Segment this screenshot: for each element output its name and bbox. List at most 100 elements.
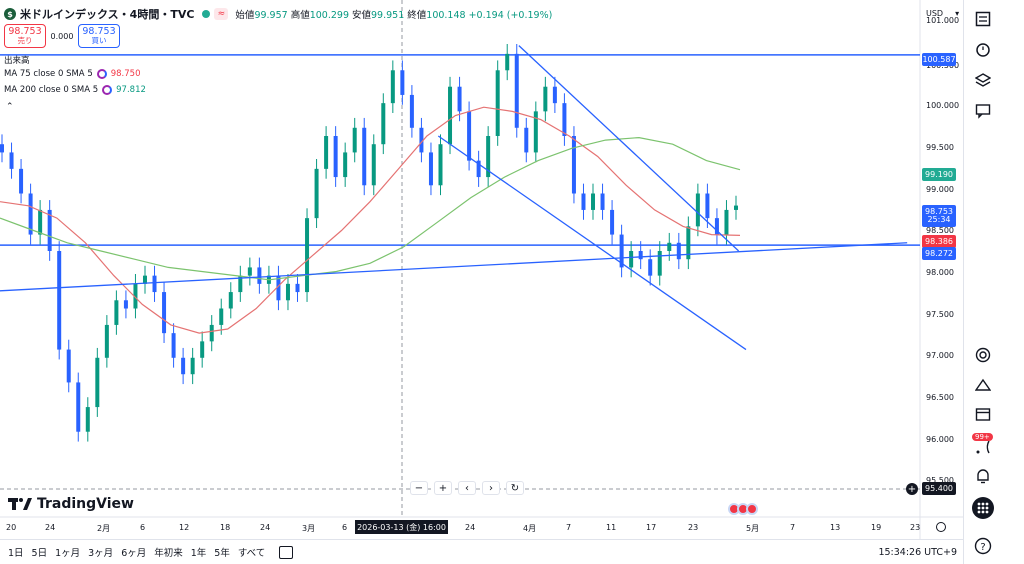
wave-icon: ≈ <box>214 8 229 20</box>
chat-icon[interactable] <box>972 100 994 122</box>
candle-body <box>657 251 662 276</box>
candle-body <box>629 251 634 268</box>
candle-body <box>228 292 233 309</box>
market-open-icon <box>202 10 211 18</box>
tradingview-logo[interactable]: TradingView <box>8 496 134 512</box>
candle-body <box>85 407 90 432</box>
price-tick-label: 96.000 <box>926 435 954 444</box>
candle-body <box>123 300 128 309</box>
trade-panel: 98.753 売り 0.000 98.753 買い <box>4 24 120 48</box>
candle-body <box>0 144 4 153</box>
reset-chart-button[interactable]: ↻ <box>506 481 524 495</box>
indicator-icon <box>96 69 107 79</box>
volume-legend[interactable]: 出来高 <box>4 54 30 66</box>
clock[interactable]: 15:34:26 UTC+9 <box>878 546 957 558</box>
calendar-icon[interactable] <box>972 403 994 425</box>
time-tick-label: 7 <box>790 523 796 532</box>
candle-body <box>114 300 119 325</box>
candle-body <box>448 86 453 145</box>
time-tick-label: 4月 <box>523 524 537 533</box>
candle-body <box>257 267 262 284</box>
collapse-legend-icon[interactable]: ⌃ <box>6 102 14 112</box>
candle-body <box>104 324 109 358</box>
time-tick-label: 12 <box>179 523 190 532</box>
candle-body <box>28 193 33 235</box>
candle-body <box>219 308 224 325</box>
help-icon[interactable]: ? <box>972 535 994 557</box>
sell-button[interactable]: 98.753 売り <box>4 24 46 48</box>
range-button[interactable]: 3ヶ月 <box>88 548 114 559</box>
range-button[interactable]: 5年 <box>214 548 230 559</box>
candle-body <box>19 168 24 194</box>
zoom-in-button[interactable]: + <box>434 481 452 495</box>
feed-icon[interactable] <box>972 436 994 458</box>
candle-body <box>486 136 491 178</box>
ohlc-value: 100.299 <box>309 10 349 21</box>
zoom-out-button[interactable]: − <box>410 481 428 495</box>
settings-gear-icon[interactable] <box>936 522 946 532</box>
candle-body <box>648 259 653 276</box>
range-button[interactable]: 1ヶ月 <box>55 548 81 559</box>
candle-body <box>505 53 510 71</box>
candle-body <box>343 152 348 178</box>
candle-body <box>324 136 329 169</box>
target-icon[interactable] <box>972 344 994 366</box>
watchlist-icon[interactable] <box>972 8 994 30</box>
price-tick-label: 97.500 <box>926 310 954 319</box>
layers-icon[interactable] <box>972 69 994 91</box>
right-toolbar: ? <box>963 0 1024 564</box>
ma75-price-tag: 98.386 <box>922 235 956 248</box>
ma75-value: 98.750 <box>110 69 141 79</box>
range-button[interactable]: 1日 <box>8 548 24 559</box>
hline-bottom-tag: 98.272 <box>922 247 956 260</box>
price-tick-label: 99.500 <box>926 143 954 152</box>
scroll-left-button[interactable]: ‹ <box>458 481 476 495</box>
ma75-legend[interactable]: MA 75 close 0 SMA 5 98.750 <box>4 69 140 79</box>
candle-body <box>457 86 462 112</box>
candle-body <box>47 209 52 251</box>
price-chart[interactable] <box>0 0 963 539</box>
economic-events[interactable] <box>728 503 758 515</box>
candle-body <box>238 275 243 293</box>
time-tick-label: 6 <box>342 523 348 532</box>
apps-grid-icon[interactable] <box>972 497 994 519</box>
candle-body <box>162 292 167 334</box>
range-button[interactable]: 年初来 <box>154 548 183 559</box>
buy-button[interactable]: 98.753 買い <box>78 24 120 48</box>
ma75-line <box>0 106 741 334</box>
time-tick-label: 24 <box>465 523 476 532</box>
candle-body <box>95 357 100 408</box>
chart-area[interactable] <box>0 0 963 539</box>
time-tick-label: 11 <box>606 523 617 532</box>
time-tick-label: 13 <box>830 523 841 532</box>
candle-body <box>295 283 300 293</box>
symbol-title[interactable]: 米ドルインデックス・4時間・TVC <box>20 8 195 21</box>
range-button[interactable]: すべて <box>237 548 266 559</box>
range-button[interactable]: 1年 <box>190 548 207 559</box>
spread-value: 0.000 <box>50 31 74 41</box>
candle-body <box>419 127 424 153</box>
candle-body <box>209 324 214 342</box>
calendar-range-icon[interactable] <box>279 545 294 559</box>
currency-label: USD <box>926 9 944 18</box>
range-button[interactable]: 5日 <box>31 548 48 559</box>
ohlc-label: 終値 <box>407 10 427 21</box>
candle-body <box>581 193 586 210</box>
alarm-clock-icon[interactable] <box>972 38 994 60</box>
ohlc-value: 100.148 <box>426 10 466 21</box>
ma200-legend[interactable]: MA 200 close 0 SMA 5 97.812 <box>4 85 146 95</box>
time-tick-label: 24 <box>260 523 271 532</box>
trendline <box>437 135 747 351</box>
pulse-icon[interactable] <box>972 374 994 396</box>
candle-body <box>610 209 615 235</box>
scroll-right-button[interactable]: › <box>482 481 500 495</box>
currency-selector[interactable]: USD ▾ <box>926 9 959 18</box>
range-button[interactable]: 6ヶ月 <box>121 548 147 559</box>
notification-bell-icon[interactable] <box>972 465 994 487</box>
time-tick-label: 7 <box>566 523 572 532</box>
candle-body <box>676 242 681 260</box>
price-tick-label: 98.500 <box>926 226 954 235</box>
event-flag-icon[interactable] <box>746 503 758 515</box>
add-alert-plus-icon[interactable]: + <box>906 483 918 495</box>
candle-body <box>38 209 43 235</box>
